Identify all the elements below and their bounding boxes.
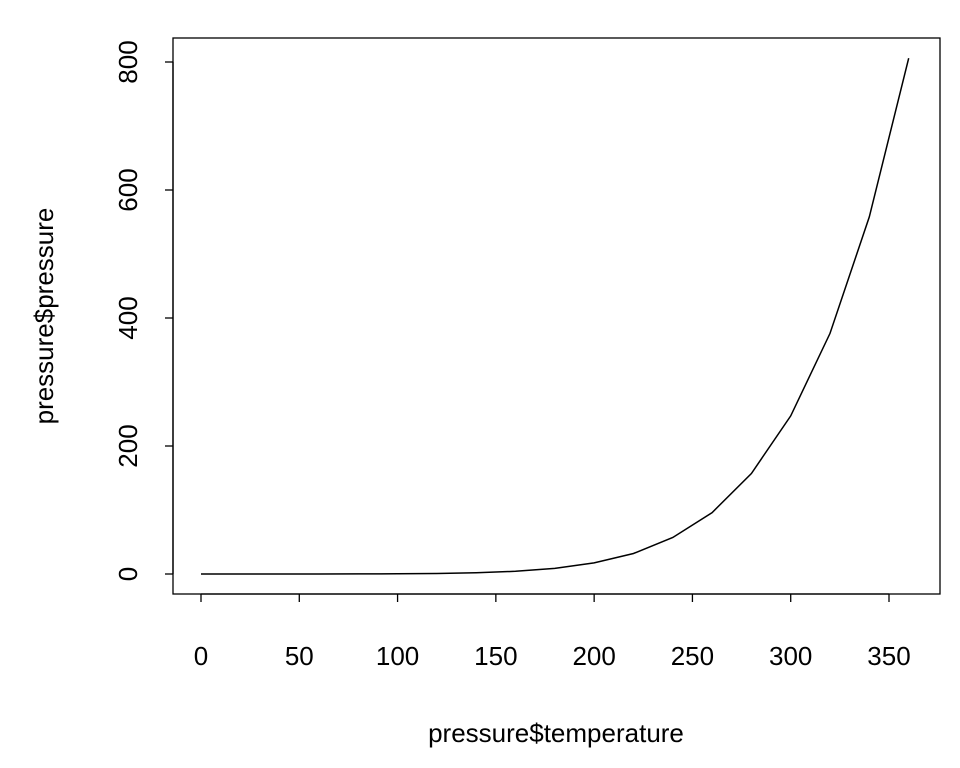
x-tick-label: 150 [474,641,517,671]
x-tick-label: 200 [572,641,615,671]
y-axis-label: pressure$pressure [29,208,59,425]
x-axis-label: pressure$temperature [428,718,684,748]
x-tick-label: 50 [285,641,314,671]
x-tick-label: 100 [376,641,419,671]
y-tick-label: 0 [113,567,143,581]
x-tick-label: 0 [194,641,208,671]
series-line [201,58,910,575]
x-tick-label: 250 [671,641,714,671]
x-tick-label: 350 [867,641,910,671]
plot-frame [172,37,941,595]
y-tick-label: 400 [113,296,143,339]
y-tick-label: 800 [113,40,143,83]
x-tick-label: 300 [769,641,812,671]
y-tick-label: 200 [113,424,143,467]
y-tick-label: 600 [113,168,143,211]
